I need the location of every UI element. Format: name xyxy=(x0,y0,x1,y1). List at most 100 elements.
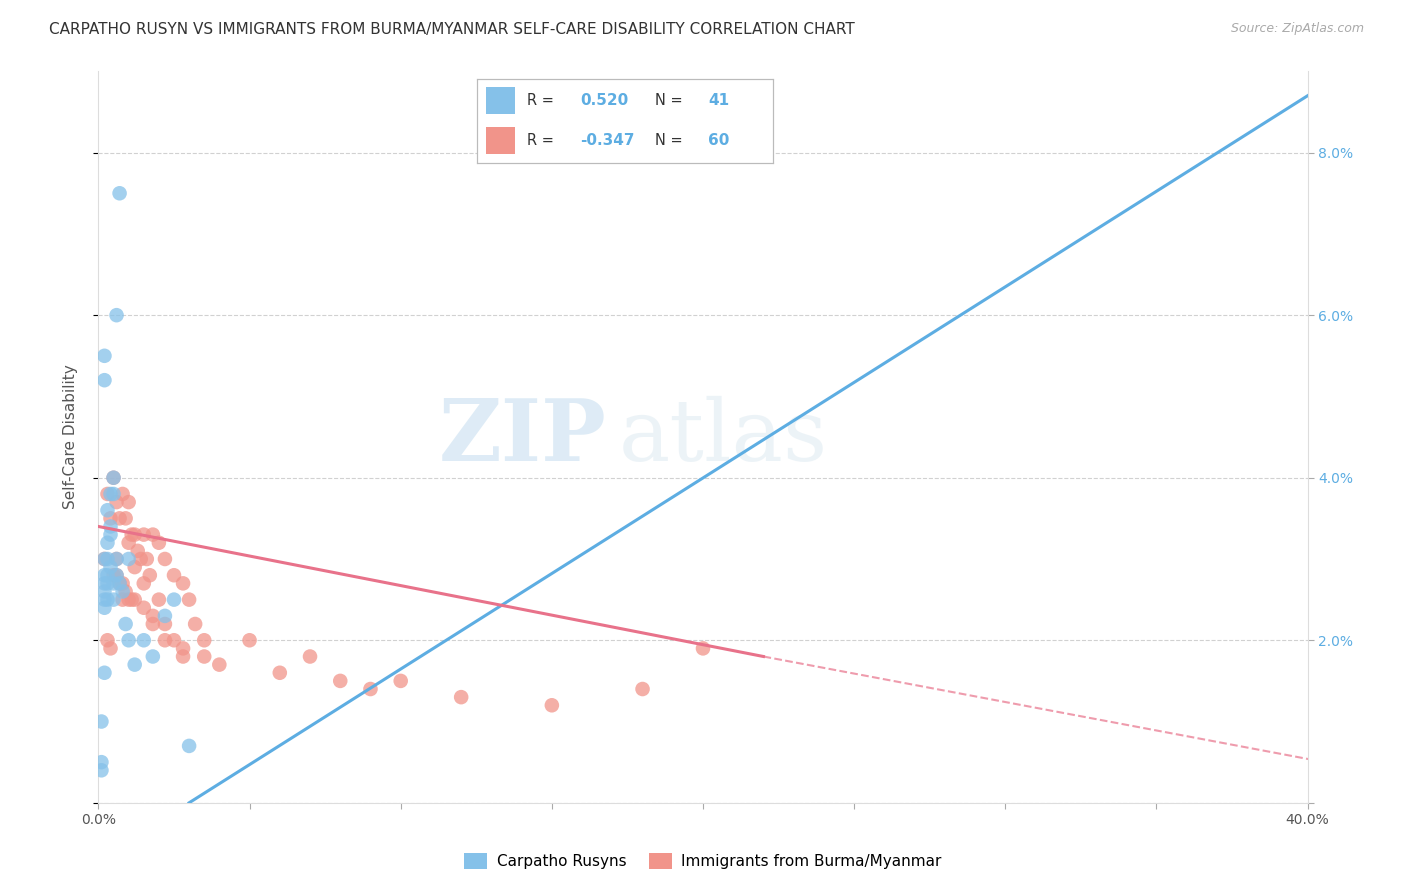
Point xyxy=(129,552,152,566)
Point xyxy=(148,535,170,549)
Point xyxy=(450,690,472,705)
Point xyxy=(108,186,131,201)
Point xyxy=(96,568,118,582)
Point xyxy=(127,544,149,558)
Point xyxy=(111,584,134,599)
Text: atlas: atlas xyxy=(619,395,828,479)
Point xyxy=(163,592,186,607)
Point xyxy=(132,527,155,541)
Point xyxy=(631,681,654,696)
Point xyxy=(90,755,112,769)
Point xyxy=(96,592,118,607)
Point xyxy=(142,527,165,541)
Point xyxy=(111,487,134,501)
Point xyxy=(172,649,194,664)
Point xyxy=(96,503,118,517)
Point xyxy=(124,560,146,574)
Point xyxy=(105,552,128,566)
Point xyxy=(124,527,146,541)
Point xyxy=(540,698,562,713)
Point xyxy=(100,519,122,533)
Point xyxy=(118,552,141,566)
Point xyxy=(105,495,128,509)
Text: ZIP: ZIP xyxy=(439,395,606,479)
Point xyxy=(93,552,115,566)
Point xyxy=(179,739,201,753)
Point xyxy=(329,673,352,688)
Point xyxy=(105,308,128,322)
Point xyxy=(93,600,115,615)
Point xyxy=(299,649,322,664)
Point xyxy=(269,665,291,680)
Point xyxy=(108,576,131,591)
Point xyxy=(118,633,141,648)
Point xyxy=(105,568,128,582)
Point xyxy=(118,495,141,509)
Point xyxy=(103,471,125,485)
Point xyxy=(172,641,194,656)
Point xyxy=(103,592,125,607)
Point xyxy=(111,592,134,607)
Point xyxy=(135,552,157,566)
Point xyxy=(124,657,146,672)
Point xyxy=(389,673,412,688)
Point xyxy=(96,487,118,501)
Point xyxy=(96,535,118,549)
Legend: Carpatho Rusyns, Immigrants from Burma/Myanmar: Carpatho Rusyns, Immigrants from Burma/M… xyxy=(458,847,948,875)
Point xyxy=(118,535,141,549)
Point xyxy=(100,560,122,574)
Point xyxy=(142,649,165,664)
Point xyxy=(360,681,382,696)
Point xyxy=(103,568,125,582)
Point xyxy=(153,608,176,623)
Point xyxy=(93,552,115,566)
Point xyxy=(96,552,118,566)
Point xyxy=(193,649,215,664)
Point xyxy=(93,576,115,591)
Point xyxy=(121,527,143,541)
Point xyxy=(208,657,231,672)
Point xyxy=(124,592,146,607)
Point xyxy=(93,584,115,599)
Point xyxy=(103,576,125,591)
Point xyxy=(93,373,115,387)
Point xyxy=(108,511,131,525)
Point xyxy=(105,552,128,566)
Point xyxy=(100,641,122,656)
Point xyxy=(90,714,112,729)
Point xyxy=(96,633,118,648)
Point xyxy=(142,608,165,623)
Point xyxy=(111,576,134,591)
Point xyxy=(153,633,176,648)
Point xyxy=(172,576,194,591)
Point xyxy=(139,568,162,582)
Text: CARPATHO RUSYN VS IMMIGRANTS FROM BURMA/MYANMAR SELF-CARE DISABILITY CORRELATION: CARPATHO RUSYN VS IMMIGRANTS FROM BURMA/… xyxy=(49,22,855,37)
Point xyxy=(108,576,131,591)
Point xyxy=(93,665,115,680)
Point xyxy=(692,641,714,656)
Point xyxy=(103,487,125,501)
Point xyxy=(100,511,122,525)
Point xyxy=(132,576,155,591)
Point xyxy=(96,576,118,591)
Point xyxy=(193,633,215,648)
Point xyxy=(121,592,143,607)
Text: Source: ZipAtlas.com: Source: ZipAtlas.com xyxy=(1230,22,1364,36)
Point xyxy=(105,568,128,582)
Point xyxy=(184,617,207,632)
Point xyxy=(163,568,186,582)
Point xyxy=(153,552,176,566)
Point xyxy=(142,617,165,632)
Point xyxy=(153,617,176,632)
Point xyxy=(90,764,112,778)
Point xyxy=(114,584,136,599)
Point xyxy=(93,592,115,607)
Point xyxy=(132,600,155,615)
Point xyxy=(103,471,125,485)
Point xyxy=(163,633,186,648)
Point xyxy=(93,349,115,363)
Point xyxy=(100,527,122,541)
Y-axis label: Self-Care Disability: Self-Care Disability xyxy=(63,365,77,509)
Point xyxy=(179,592,201,607)
Point xyxy=(132,633,155,648)
